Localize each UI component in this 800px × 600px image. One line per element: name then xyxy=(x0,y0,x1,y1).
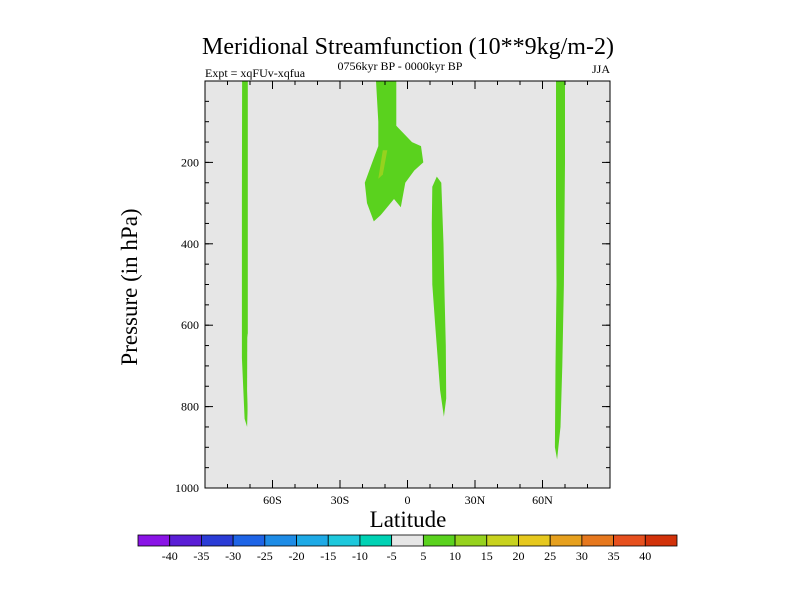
region-neg-69s-blob xyxy=(247,333,252,431)
colorbar-label: 35 xyxy=(608,549,620,563)
colorbar-label: -20 xyxy=(289,549,305,563)
contour-regions xyxy=(230,81,565,462)
experiment-label: Expt = xqFUv-xqfua xyxy=(205,66,306,80)
colorbar-swatch xyxy=(644,534,678,547)
colorbar-swatch xyxy=(581,534,614,547)
x-tick-label: 60N xyxy=(532,493,553,507)
region-neg-64s-sliver xyxy=(261,376,264,399)
axis-ticks: 60S 30S 0 30N 60N 200 400 600 800 1000 xyxy=(175,81,610,507)
colorbar-label: -15 xyxy=(320,549,336,563)
y-tick-label: 200 xyxy=(181,155,199,169)
colorbar-label: -10 xyxy=(352,549,368,563)
colorbar-swatch xyxy=(296,534,329,547)
colorbar-swatch xyxy=(486,534,519,547)
colorbar-label: -30 xyxy=(225,549,241,563)
colorbar-swatch xyxy=(454,534,488,547)
plot-area: 60S 30S 0 30N 60N 200 400 600 800 1000 xyxy=(175,80,611,507)
colorbar-swatch xyxy=(422,534,456,547)
x-axis-label: Latitude xyxy=(370,507,447,532)
colorbar: -40 -35 -30 -25 -20 -15 -10 -5 5 10 15 20 25 30 35 40 xyxy=(137,534,678,563)
colorbar-label: 20 xyxy=(512,549,524,563)
colorbar-swatch xyxy=(201,534,234,547)
x-tick-label: 0 xyxy=(405,493,411,507)
region-neg-24n-column xyxy=(460,172,466,273)
colorbar-label: -40 xyxy=(162,549,178,563)
colorbar-label: 40 xyxy=(639,549,651,563)
season-label: JJA xyxy=(592,62,610,76)
colorbar-swatch xyxy=(359,534,393,547)
region-neg-equatorial-column xyxy=(395,207,409,462)
colorbar-swatch xyxy=(391,534,424,547)
y-tick-label: 400 xyxy=(181,237,199,251)
colorbar-label: 30 xyxy=(576,549,588,563)
colorbar-label: -5 xyxy=(387,549,397,563)
colorbar-swatch xyxy=(169,534,202,547)
colorbar-swatch xyxy=(137,534,171,547)
region-pos-70s-band xyxy=(241,81,249,427)
colorbar-swatch xyxy=(613,534,646,547)
y-tick-label: 1000 xyxy=(175,481,199,495)
y-tick-label: 600 xyxy=(181,318,199,332)
colorbar-swatch xyxy=(518,534,551,547)
colorbar-label: 25 xyxy=(544,549,556,563)
colorbar-swatch xyxy=(264,534,297,547)
y-axis-label: Pressure (in hPa) xyxy=(117,208,142,365)
colorbar-label: -25 xyxy=(257,549,273,563)
colorbar-swatch xyxy=(327,534,361,547)
region-pos-tropical-core xyxy=(378,150,388,179)
colorbar-label: 10 xyxy=(449,549,461,563)
y-tick-label: 800 xyxy=(181,400,199,414)
region-pos-tropical-upper-cell xyxy=(364,81,424,222)
region-neg-77s-blob xyxy=(230,256,234,411)
time-range-label: 0756kyr BP - 0000kyr BP xyxy=(338,59,463,73)
colorbar-label: -35 xyxy=(193,549,209,563)
x-tick-label: 30N xyxy=(465,493,486,507)
x-tick-label: 30S xyxy=(331,493,350,507)
region-pos-68n-column xyxy=(554,81,565,460)
colorbar-label: 15 xyxy=(481,549,493,563)
chart-title: Meridional Streamfunction (10**9kg/m-2) xyxy=(202,34,614,60)
colorbar-swatch xyxy=(232,534,266,547)
region-pos-11n-column xyxy=(431,176,447,417)
colorbar-swatch xyxy=(549,534,583,547)
x-tick-label: 60S xyxy=(263,493,282,507)
colorbar-label: 5 xyxy=(420,549,426,563)
